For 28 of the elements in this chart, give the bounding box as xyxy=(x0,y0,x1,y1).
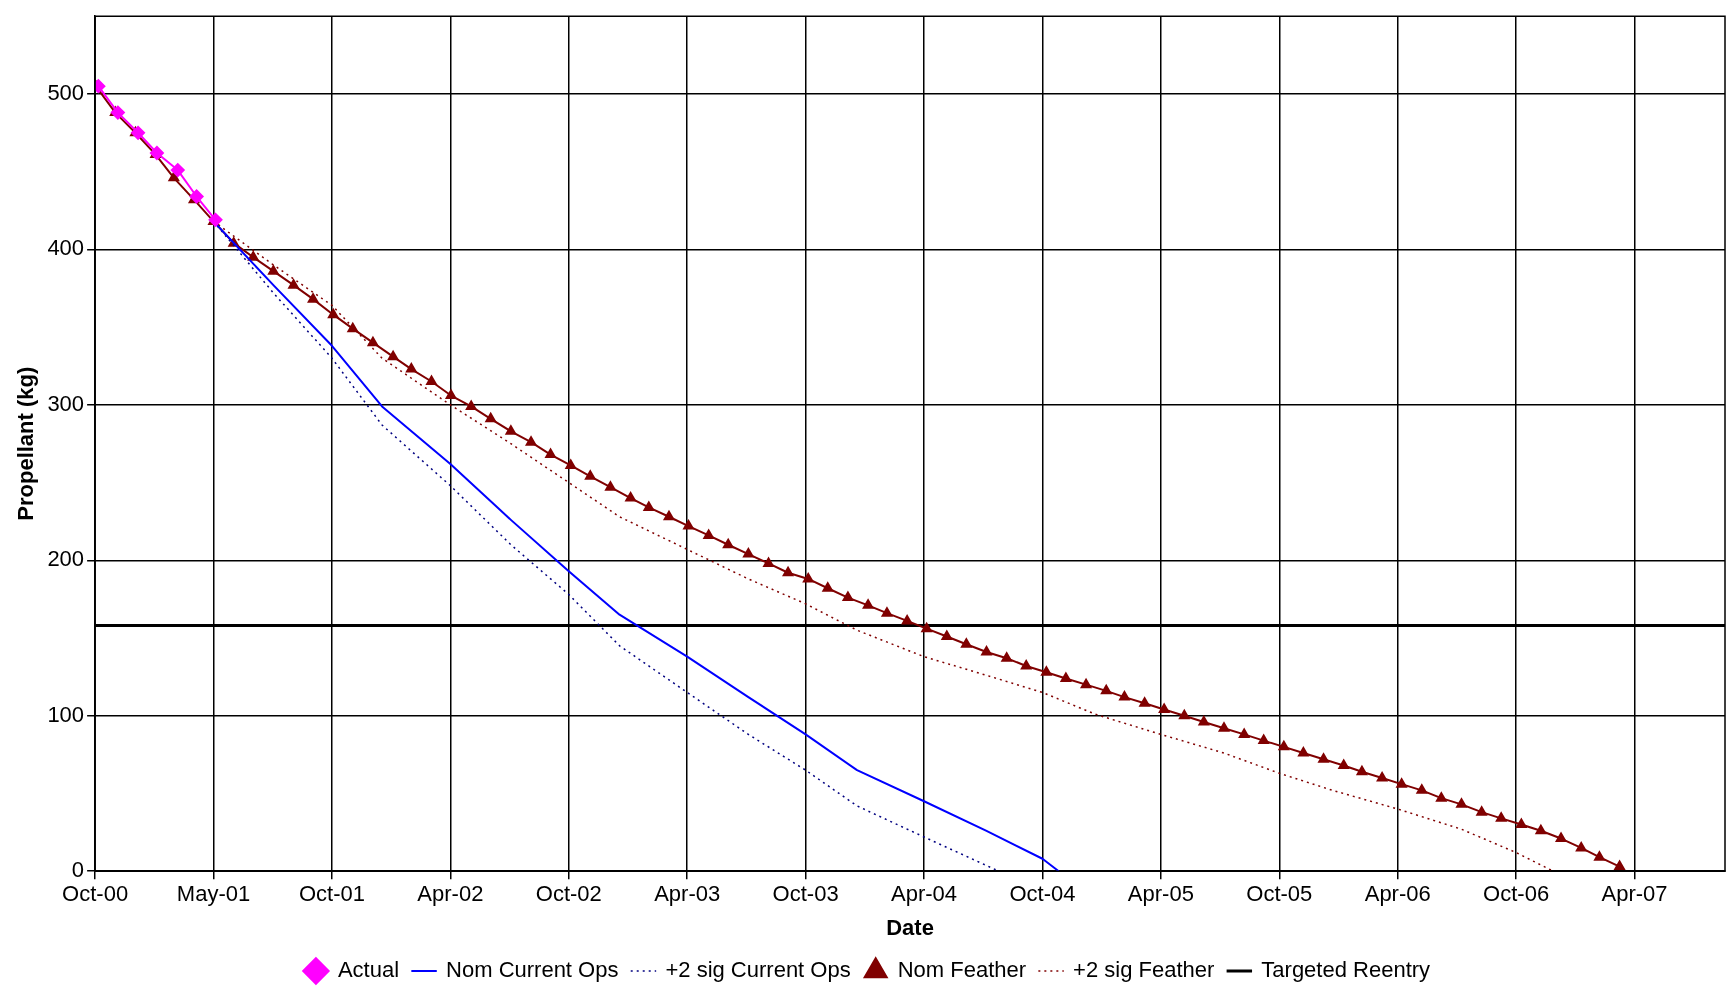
y-axis-title: Propellant (kg) xyxy=(13,366,39,521)
x-tick-label: Oct-04 xyxy=(1009,881,1076,907)
x-tick-label: Apr-07 xyxy=(1601,881,1668,907)
y-tick-label: 400 xyxy=(47,235,85,261)
x-tick-label: Apr-03 xyxy=(654,881,721,907)
legend-label: Nom Current Ops xyxy=(446,957,619,983)
x-tick-label: Apr-06 xyxy=(1364,881,1431,907)
x-tick-label: Oct-00 xyxy=(62,881,129,907)
x-tick-label: Apr-05 xyxy=(1127,881,1194,907)
x-tick-label: Apr-02 xyxy=(417,881,484,907)
legend-label: +2 sig Current Ops xyxy=(665,957,851,983)
y-tick-label: 500 xyxy=(47,79,85,105)
y-tick-label: 100 xyxy=(47,701,85,727)
x-axis-title: Date xyxy=(886,914,934,940)
legend-label: Nom Feather xyxy=(897,957,1027,983)
y-tick-label: 300 xyxy=(47,390,85,416)
legend-label: Actual xyxy=(337,957,400,983)
x-tick-label: May-01 xyxy=(176,881,251,907)
x-tick-label: Oct-05 xyxy=(1246,881,1313,907)
y-tick-label: 200 xyxy=(47,546,85,572)
y-tick-label: 0 xyxy=(71,857,85,883)
legend-label: Targeted Reentry xyxy=(1261,957,1431,983)
x-tick-label: Oct-01 xyxy=(298,881,365,907)
x-tick-label: Oct-03 xyxy=(772,881,839,907)
x-tick-label: Apr-04 xyxy=(891,881,958,907)
legend-label: +2 sig Feather xyxy=(1073,957,1215,983)
x-tick-label: Oct-02 xyxy=(535,881,602,907)
x-tick-label: Oct-06 xyxy=(1483,881,1550,907)
